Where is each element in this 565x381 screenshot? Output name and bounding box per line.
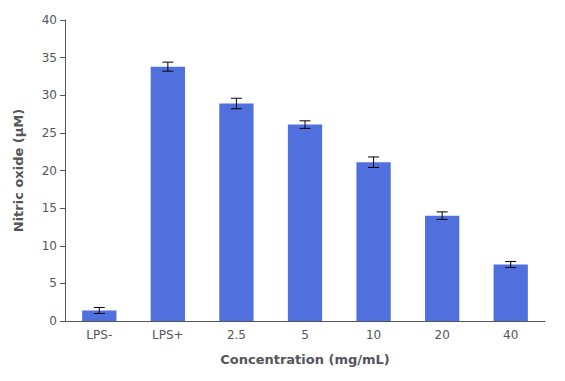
svg-text:30: 30 bbox=[42, 88, 57, 102]
svg-text:20: 20 bbox=[435, 328, 450, 342]
svg-text:2.5: 2.5 bbox=[227, 328, 246, 342]
svg-text:0: 0 bbox=[49, 314, 57, 328]
svg-text:40: 40 bbox=[503, 328, 518, 342]
svg-text:20: 20 bbox=[42, 164, 57, 178]
svg-text:LPS+: LPS+ bbox=[152, 328, 184, 342]
svg-text:LPS-: LPS- bbox=[86, 328, 112, 342]
svg-text:Concentration (mg/mL): Concentration (mg/mL) bbox=[220, 352, 390, 367]
svg-text:15: 15 bbox=[42, 201, 57, 215]
svg-text:10: 10 bbox=[366, 328, 381, 342]
svg-text:10: 10 bbox=[42, 239, 57, 253]
svg-text:Nitric oxide (μM): Nitric oxide (μM) bbox=[11, 109, 26, 232]
svg-text:25: 25 bbox=[42, 126, 57, 140]
svg-text:5: 5 bbox=[301, 328, 309, 342]
svg-text:5: 5 bbox=[49, 276, 57, 290]
svg-text:35: 35 bbox=[42, 51, 57, 65]
svg-text:40: 40 bbox=[42, 13, 57, 27]
